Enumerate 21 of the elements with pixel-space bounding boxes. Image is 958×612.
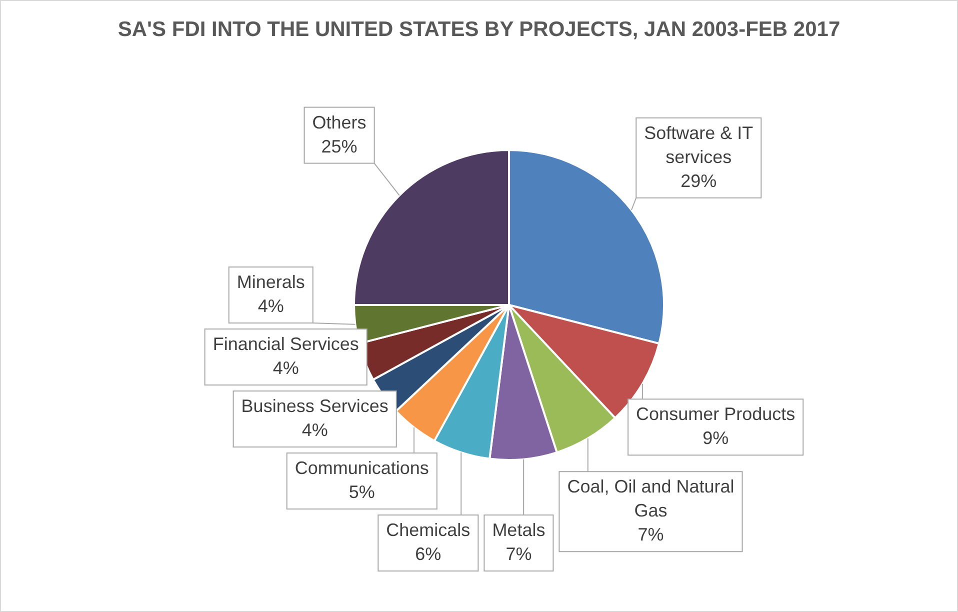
slice-label: Software & IT services	[644, 122, 754, 167]
slice-label: Financial Services	[212, 334, 359, 354]
slice-label: Others	[312, 112, 366, 132]
data-label: 4%	[258, 296, 284, 316]
data-label: 25%	[321, 136, 358, 156]
slice-label: Metals	[492, 520, 546, 540]
data-label: 4%	[272, 358, 299, 378]
slice-label: Consumer Products	[636, 404, 796, 424]
data-label: 7%	[506, 544, 532, 564]
data-label: 9%	[702, 428, 729, 448]
slice-label: Chemicals	[386, 520, 470, 540]
data-label: 29%	[680, 170, 717, 191]
data-label: 4%	[302, 420, 328, 440]
data-label: 5%	[348, 482, 375, 502]
data-label: 7%	[638, 524, 664, 545]
slice-label: Coal, Oil and Natural Gas	[567, 476, 734, 521]
data-label: 6%	[415, 544, 442, 564]
slice-label: Minerals	[236, 272, 305, 292]
slice-label: Communications	[294, 458, 429, 478]
slice-label: Business Services	[241, 396, 388, 416]
chart-title: SA'S FDI INTO THE UNITED STATES BY PROJECTS, JAN 2003-FEB 2017	[116, 17, 842, 43]
